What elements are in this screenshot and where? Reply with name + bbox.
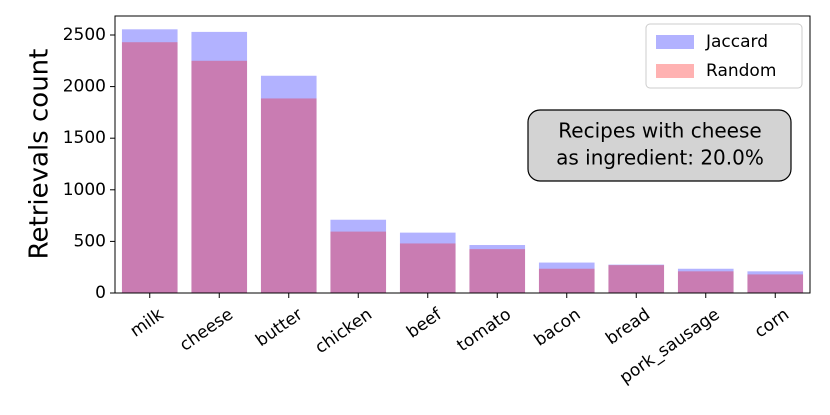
bar (399, 243, 456, 293)
legend-swatch (656, 64, 694, 78)
bar (469, 245, 526, 293)
bar (747, 271, 804, 293)
x-tick-label: chicken (312, 305, 376, 358)
bar (330, 231, 387, 293)
bar (260, 98, 317, 293)
y-tick-label: 1500 (63, 128, 106, 148)
y-axis-label: Retrievals count (25, 49, 55, 260)
annotation-box (527, 109, 792, 182)
bar (677, 268, 734, 293)
y-tick-label: 2500 (63, 25, 106, 45)
x-tick-label: milk (127, 304, 168, 341)
x-tick-label: tomato (453, 305, 515, 356)
x-tick-label: corn (751, 305, 793, 343)
plot-frame (114, 15, 811, 294)
bar (399, 232, 456, 293)
bar (608, 265, 665, 293)
bar (191, 31, 248, 294)
x-tick-label: bacon (531, 305, 585, 351)
legend-box (645, 23, 803, 89)
y-tick-label: 2000 (63, 77, 106, 97)
bar (538, 268, 595, 293)
x-tick-label: beef (403, 304, 446, 343)
bar (121, 29, 178, 293)
legend-label: Jaccard (705, 32, 768, 52)
bar (608, 264, 665, 293)
legend-swatch (656, 35, 694, 49)
legend: Jaccard Random (645, 23, 803, 89)
annotation-text: Recipes with cheese (558, 119, 761, 143)
x-tick-label: bread (602, 305, 654, 350)
y-tick-label: 0 (95, 283, 106, 303)
bar (677, 271, 734, 293)
bar (538, 262, 595, 293)
bar (191, 60, 248, 293)
annotation-text: as ingredient: 20.0% (556, 146, 764, 170)
bar (469, 249, 526, 293)
x-tick-label: butter (252, 305, 306, 351)
legend-label: Random (706, 61, 776, 81)
y-tick-label: 500 (74, 231, 106, 251)
x-tick-label: cheese (176, 305, 237, 356)
bar (330, 219, 387, 293)
bar (121, 42, 178, 293)
bar (747, 274, 804, 293)
bar (260, 75, 317, 293)
y-tick-label: 1000 (63, 180, 106, 200)
